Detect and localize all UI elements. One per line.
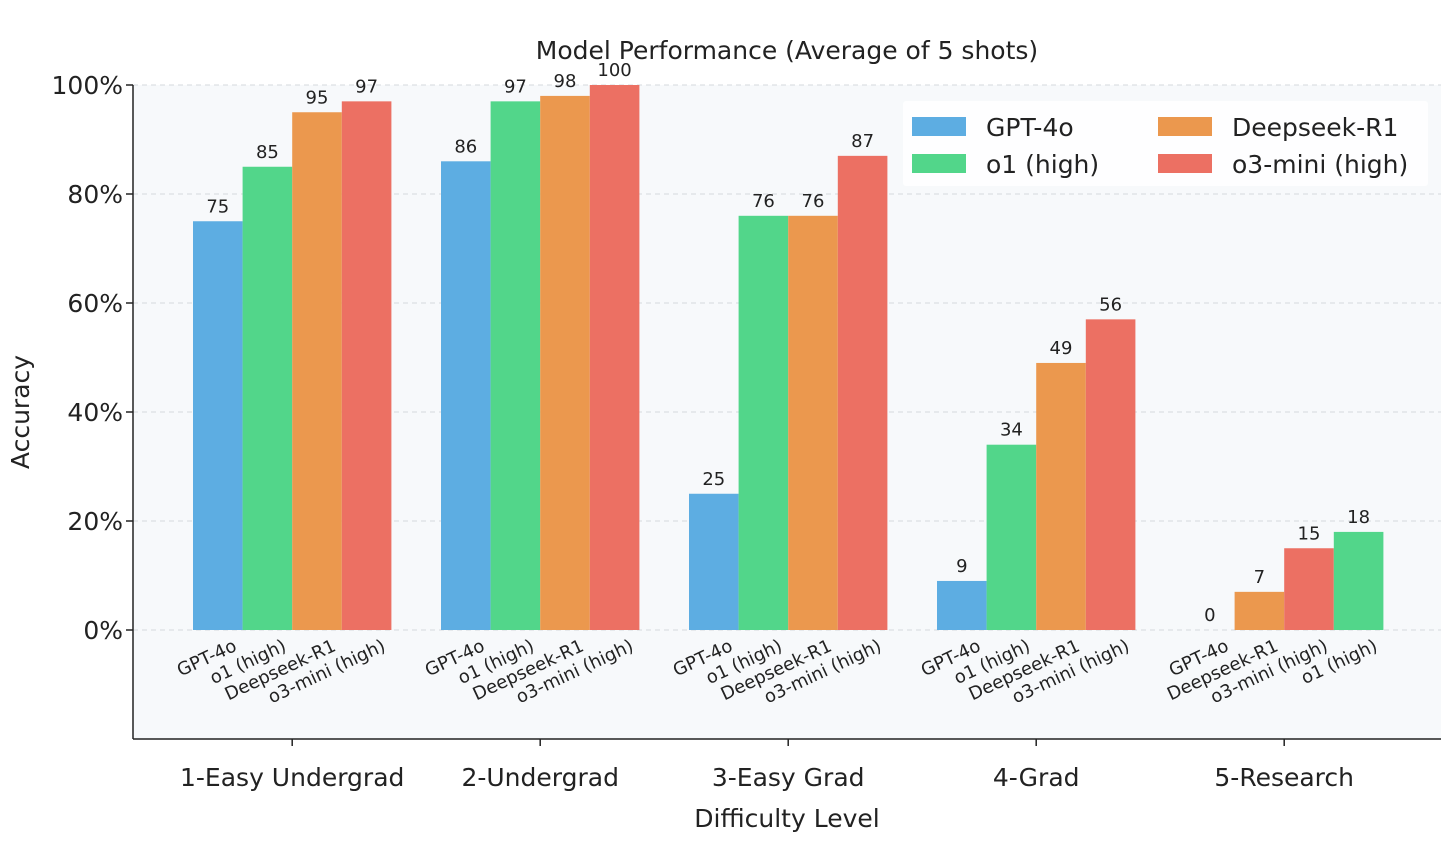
bar-value-label: 15: [1298, 523, 1321, 544]
bar: [441, 161, 491, 631]
bar: [292, 112, 342, 630]
bar-value-label: 76: [802, 191, 825, 212]
bar: [1333, 531, 1384, 630]
bar: [1234, 591, 1285, 630]
legend-label: GPT-4o: [986, 113, 1074, 142]
y-tick-label: 40%: [67, 398, 123, 427]
bar: [490, 101, 541, 631]
bar-value-label: 75: [206, 196, 229, 217]
bar: [1036, 362, 1086, 630]
bar: [788, 215, 838, 631]
bar-value-label: 34: [1000, 420, 1023, 441]
bar: [837, 155, 888, 630]
bar-value-label: 9: [956, 556, 967, 577]
bar-value-label: 49: [1050, 338, 1073, 359]
bar: [1284, 548, 1334, 630]
y-tick-label: 0%: [83, 616, 123, 645]
bar: [242, 166, 293, 630]
bar-value-label: 87: [851, 131, 874, 152]
x-category-label: 4-Grad: [993, 763, 1080, 792]
axes: [126, 84, 1441, 746]
x-category-label: 2-Undergrad: [461, 763, 619, 792]
legend-label: Deepseek-R1: [1232, 113, 1398, 142]
bar: [738, 215, 789, 631]
bar-value-label: 97: [504, 76, 527, 97]
bar-value-label: 56: [1099, 294, 1122, 315]
bar: [986, 444, 1037, 630]
bar-value-label: 25: [702, 469, 725, 490]
x-axis-label: Difficulty Level: [694, 804, 879, 833]
y-tick-label: 20%: [67, 507, 123, 536]
bar: [689, 493, 739, 630]
legend-box: [903, 101, 1428, 186]
y-tick-label: 80%: [67, 180, 123, 209]
legend-swatch: [912, 117, 966, 136]
bar-value-label: 100: [597, 60, 631, 81]
legend-swatch: [912, 154, 966, 173]
bar-value-label: 97: [355, 76, 378, 97]
bar-value-label: 76: [752, 191, 775, 212]
legend-label: o1 (high): [986, 150, 1099, 179]
bar: [341, 101, 392, 631]
legend-label: o3-mini (high): [1232, 150, 1408, 179]
bars: [193, 85, 1384, 631]
y-tick-label: 60%: [67, 289, 123, 318]
bar-value-label: 86: [454, 136, 477, 157]
x-category-label: 5-Research: [1214, 763, 1354, 792]
bar-value-label: 85: [256, 142, 279, 163]
legend-swatch: [1158, 154, 1212, 173]
bar-value-label: 98: [554, 71, 577, 92]
bar-value-label: 95: [306, 87, 329, 108]
bar-value-label: 18: [1347, 507, 1370, 528]
legend-swatch: [1158, 117, 1212, 136]
x-category-label: 3-Easy Grad: [712, 763, 865, 792]
bar: [937, 580, 987, 630]
bar: [1085, 319, 1136, 630]
legend: GPT-4o o1 (high) Deepseek-R1 o3-mini (high): [903, 101, 1428, 186]
bar: [540, 95, 590, 630]
chart-title: Model Performance (Average of 5 shots): [536, 36, 1038, 65]
x-category-label: 1-Easy Undergrad: [180, 763, 404, 792]
y-axis-label: Accuracy: [6, 355, 35, 469]
bar: [193, 221, 243, 630]
bar: [589, 85, 640, 630]
bar-value-label: 7: [1254, 567, 1265, 588]
bar-value-label: 0: [1204, 605, 1215, 626]
y-tick-label: 100%: [52, 71, 123, 100]
